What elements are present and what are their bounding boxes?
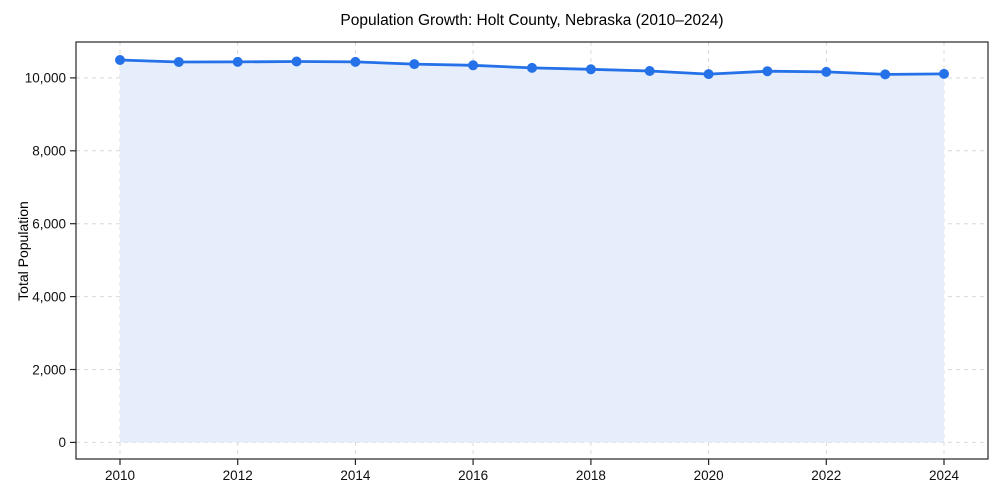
y-tick-label: 4,000: [32, 289, 66, 304]
y-tick-label: 8,000: [32, 144, 66, 159]
data-point-2011: [173, 57, 184, 67]
data-point-2012: [232, 56, 243, 67]
data-point-2017: [527, 62, 537, 73]
y-tick-label: 2,000: [32, 362, 66, 377]
data-point-2024: [939, 68, 949, 79]
data-point-2023: [880, 69, 891, 80]
data-point-2018: [585, 64, 596, 75]
data-point-2014: [350, 56, 361, 67]
data-point-2013: [291, 56, 302, 67]
plot-border: [75, 41, 989, 460]
x-tick-label: 2010: [105, 468, 135, 483]
y-axis: 0 2,000 4,000 6,000 8,000 10,000: [25, 71, 76, 450]
x-tick-label: 2016: [458, 468, 488, 483]
x-tick-label: 2018: [576, 468, 606, 483]
y-tick-label: 6,000: [32, 217, 66, 232]
x-tick-label: 2020: [694, 468, 724, 483]
x-axis: 2010 2012 2014 2016 2018 2020 2022 2024: [105, 459, 960, 483]
x-tick-label: 2012: [223, 468, 253, 483]
data-point-2015: [409, 59, 420, 70]
data-point-2022: [821, 66, 832, 77]
chart-title: Population Growth: Holt County, Nebraska…: [340, 12, 724, 29]
data-point-2020: [703, 69, 714, 80]
x-tick-label: 2022: [811, 468, 841, 483]
x-tick-label: 2024: [929, 468, 960, 483]
data-point-2016: [468, 60, 479, 71]
x-tick-label: 2014: [340, 468, 371, 483]
data-point-2019: [644, 66, 655, 76]
y-tick-label: 10,000: [25, 71, 66, 86]
data-point-2010: [115, 55, 125, 65]
y-tick-label: 0: [58, 435, 66, 450]
data-point-2021: [762, 66, 773, 77]
data-points: [115, 55, 949, 80]
area-fill: [120, 60, 944, 443]
